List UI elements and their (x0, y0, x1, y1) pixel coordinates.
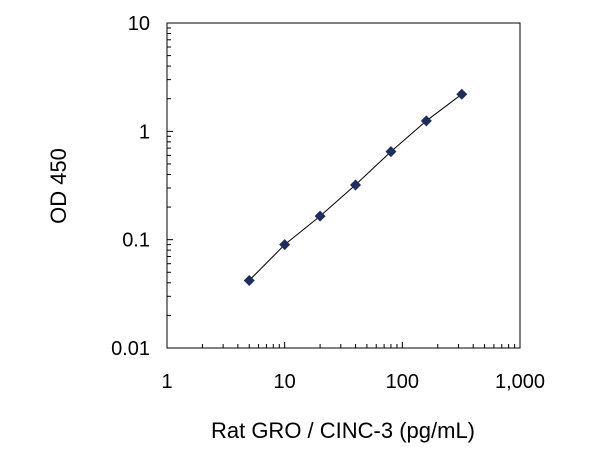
x-axis-tick-labels: 1 10 100 1,000 (161, 371, 545, 393)
y-tick-label: 0.01 (111, 338, 150, 360)
y-tick-label: 10 (128, 13, 150, 35)
y-axis-tick-labels: 0.01 0.1 1 10 (111, 13, 150, 360)
x-axis-ticks (201, 342, 516, 348)
data-point-diamond (456, 88, 468, 100)
y-tick-label: 0.1 (122, 230, 150, 252)
x-tick-label: 10 (274, 371, 296, 393)
data-point-diamond (314, 210, 326, 222)
data-point-diamond (350, 179, 362, 191)
x-tick-label: 100 (386, 371, 419, 393)
y-axis-title: OD 450 (46, 148, 71, 224)
plot-area-border (166, 22, 521, 349)
data-points (243, 88, 468, 286)
data-point-diamond (243, 274, 255, 286)
plot-frame-group (166, 22, 521, 349)
y-axis-ticks (167, 27, 173, 316)
data-point-diamond (279, 239, 291, 251)
y-tick-label: 1 (139, 121, 150, 143)
x-tick-label: 1,000 (495, 371, 545, 393)
data-point-diamond (385, 146, 397, 158)
x-axis-title: Rat GRO / CINC-3 (pg/mL) (211, 418, 475, 443)
x-tick-label: 1 (161, 371, 172, 393)
data-point-diamond (420, 115, 432, 127)
